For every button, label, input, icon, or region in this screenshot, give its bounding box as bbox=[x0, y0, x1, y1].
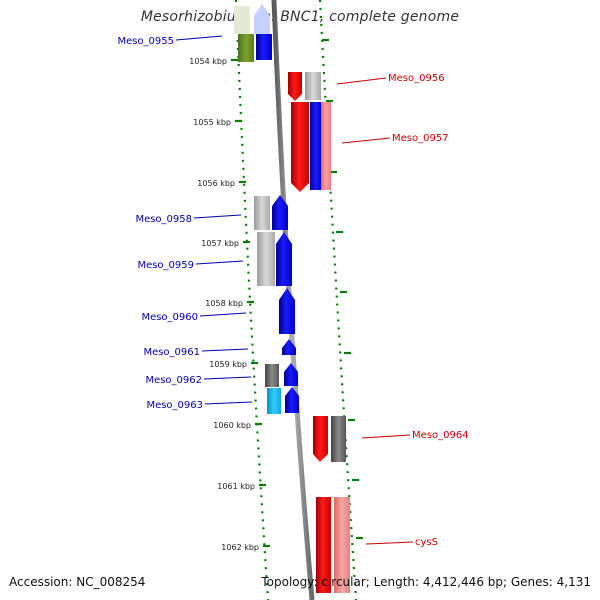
tick-label: 1058 kbp bbox=[205, 299, 243, 308]
tick-label: 1061 kbp bbox=[217, 482, 255, 491]
gene-meso-0961[interactable] bbox=[282, 339, 296, 355]
gene-label-meso-0959[interactable]: Meso_0959 bbox=[137, 260, 194, 271]
tick-label: 1056 kbp bbox=[197, 179, 235, 188]
gene-label-meso-0961[interactable]: Meso_0961 bbox=[143, 347, 200, 358]
gene-label-meso-0963[interactable]: Meso_0963 bbox=[146, 400, 203, 411]
tick-label: 1054 kbp bbox=[189, 57, 227, 66]
gene-meso-0958[interactable] bbox=[254, 195, 288, 230]
gene-meso-0963[interactable] bbox=[267, 387, 299, 414]
right-leader-lines bbox=[336, 77, 414, 545]
left-leader-lines bbox=[175, 35, 253, 405]
gene-label-meso-0962[interactable]: Meso_0962 bbox=[145, 375, 202, 386]
tick-label: 1062 kbp bbox=[221, 543, 259, 552]
genome-title: Mesorhizobium sp. BNC1, complete genome bbox=[140, 9, 460, 25]
gene-meso-0955[interactable] bbox=[234, 4, 272, 62]
gene-meso-0956[interactable] bbox=[288, 72, 321, 101]
gene-label-meso-0958[interactable]: Meso_0958 bbox=[135, 214, 192, 225]
gene-meso-0964[interactable] bbox=[313, 416, 346, 462]
gene-cysS[interactable] bbox=[316, 497, 350, 593]
right-gene-labels: Meso_0956 Meso_0957 Meso_0964 cysS bbox=[388, 73, 469, 548]
tick-labels: 1054 kbp 1055 kbp 1056 kbp 1057 kbp 1058… bbox=[189, 57, 259, 552]
gene-meso-0957[interactable] bbox=[291, 102, 331, 192]
left-gene-labels: Meso_0955 Meso_0958 Meso_0959 Meso_0960 … bbox=[117, 36, 203, 411]
gene-label-meso-0964[interactable]: Meso_0964 bbox=[412, 430, 469, 441]
major-ticks bbox=[231, 38, 363, 548]
gene-meso-0959[interactable] bbox=[257, 232, 292, 286]
gene-meso-0960[interactable] bbox=[279, 288, 295, 334]
accession-text: Accession: NC_008254 bbox=[9, 575, 146, 589]
gene-label-cysS[interactable]: cysS bbox=[415, 537, 438, 548]
tick-label: 1059 kbp bbox=[209, 360, 247, 369]
gene-label-meso-0956[interactable]: Meso_0956 bbox=[388, 73, 445, 84]
genome-summary-text: Topology: circular; Length: 4,412,446 bp… bbox=[261, 575, 591, 589]
gene-label-meso-0957[interactable]: Meso_0957 bbox=[392, 133, 449, 144]
gene-label-meso-0955[interactable]: Meso_0955 bbox=[117, 36, 174, 47]
tick-label: 1060 kbp bbox=[213, 421, 251, 430]
gene-meso-0962[interactable] bbox=[265, 363, 298, 387]
tick-label: 1057 kbp bbox=[201, 239, 239, 248]
gene-label-meso-0960[interactable]: Meso_0960 bbox=[141, 312, 198, 323]
tick-label: 1055 kbp bbox=[193, 118, 231, 127]
